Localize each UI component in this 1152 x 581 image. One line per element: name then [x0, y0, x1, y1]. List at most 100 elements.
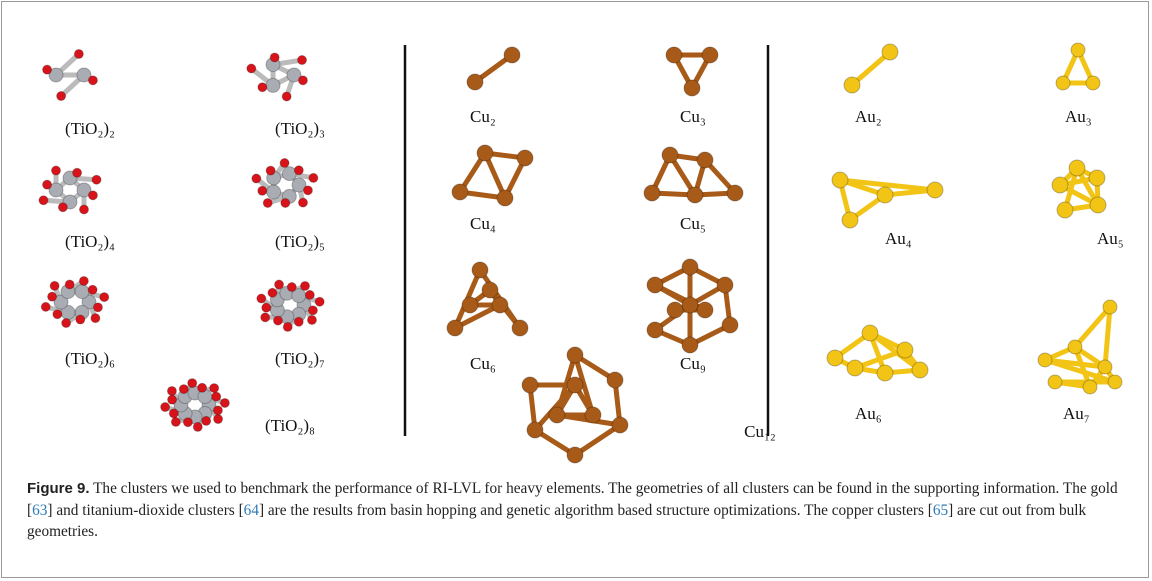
- atom: [308, 172, 319, 183]
- atom: [841, 211, 859, 229]
- atom: [57, 202, 68, 213]
- atom: [76, 67, 92, 83]
- atom: [306, 314, 317, 325]
- atom: [666, 301, 684, 319]
- cluster-label: Cu₃: [680, 107, 706, 126]
- atom: [256, 293, 267, 304]
- atom: [521, 376, 539, 394]
- atom: [182, 417, 193, 428]
- bond: [854, 347, 906, 371]
- atom: [481, 281, 499, 299]
- atom: [1047, 374, 1063, 390]
- atom: [72, 167, 83, 178]
- atom: [76, 182, 92, 198]
- atom: [87, 284, 98, 295]
- atom: [302, 185, 313, 196]
- cluster-label: (TiO₂)₆: [65, 349, 115, 368]
- atom: [293, 165, 304, 176]
- bond: [1073, 305, 1112, 349]
- atom: [160, 402, 171, 413]
- atom: [197, 382, 208, 393]
- atom: [219, 397, 230, 408]
- atom: [251, 173, 262, 184]
- atom: [257, 185, 268, 196]
- atom: [280, 197, 291, 208]
- atom: [304, 289, 315, 300]
- atom: [606, 371, 624, 389]
- atom: [548, 406, 566, 424]
- atom: [187, 378, 198, 389]
- bond: [850, 50, 892, 87]
- atom: [300, 280, 311, 291]
- cluster-label: Cu₂: [470, 107, 496, 126]
- atom: [178, 384, 189, 395]
- atom: [272, 315, 283, 326]
- atom: [686, 186, 704, 204]
- reference[interactable]: 65: [932, 501, 949, 519]
- atom: [1068, 159, 1086, 177]
- atom: [297, 197, 308, 208]
- atom: [665, 46, 683, 64]
- caption: Figure 9. The clusters we used to benchm…: [27, 478, 1127, 543]
- atom: [262, 197, 273, 208]
- atom: [584, 406, 602, 424]
- atom: [167, 394, 178, 405]
- atom: [661, 146, 679, 164]
- atom: [566, 346, 584, 364]
- atom: [286, 282, 297, 293]
- caption-text: ] are cut out from bulk geometries.: [27, 501, 1087, 541]
- atom: [168, 408, 179, 419]
- atom: [260, 312, 271, 323]
- atom: [261, 302, 272, 313]
- atom: [293, 316, 304, 327]
- atom: [476, 144, 494, 162]
- atom: [61, 318, 72, 329]
- atom: [47, 291, 58, 302]
- cluster-label: Cu₉: [680, 354, 706, 373]
- atom: [266, 184, 282, 200]
- atom: [451, 183, 469, 201]
- cluster-label: (TiO₂)₃: [275, 119, 325, 138]
- bond: [1102, 306, 1113, 368]
- atom: [53, 294, 69, 310]
- atom: [209, 383, 220, 394]
- atom: [78, 204, 89, 215]
- cluster-label: Cu₄: [470, 214, 496, 233]
- atom: [212, 405, 223, 416]
- atom: [843, 76, 861, 94]
- caption-text: ] are the results from basin hopping and…: [258, 501, 933, 519]
- cluster-label: (TiO₂)₈: [265, 416, 315, 435]
- bond: [453, 302, 502, 331]
- atom: [1051, 176, 1069, 194]
- atom: [566, 376, 584, 394]
- atom: [896, 341, 914, 359]
- atom: [466, 73, 484, 91]
- atom: [726, 184, 744, 202]
- atom: [92, 302, 103, 313]
- atom: [911, 361, 929, 379]
- atom: [201, 415, 212, 426]
- atom: [701, 46, 719, 64]
- atom: [721, 316, 739, 334]
- cluster-label: Au₇: [1063, 404, 1090, 423]
- cluster-label: Au₄: [885, 229, 912, 248]
- atom: [73, 48, 84, 59]
- atom: [42, 64, 53, 75]
- atom: [279, 158, 290, 169]
- atom: [926, 181, 944, 199]
- atom: [246, 63, 257, 74]
- atom: [307, 305, 318, 316]
- cluster-label: Au₃: [1065, 107, 1092, 126]
- atom: [1082, 379, 1098, 395]
- cluster-label: (TiO₂)₂: [65, 119, 115, 138]
- atom: [681, 336, 699, 354]
- cluster-label: Cu₅: [680, 214, 706, 233]
- reference[interactable]: 63: [32, 501, 48, 519]
- atom: [826, 349, 844, 367]
- atom: [286, 67, 302, 83]
- reference[interactable]: 64: [243, 501, 259, 519]
- atom: [516, 149, 534, 167]
- cluster-label: (TiO₂)₄: [65, 232, 115, 251]
